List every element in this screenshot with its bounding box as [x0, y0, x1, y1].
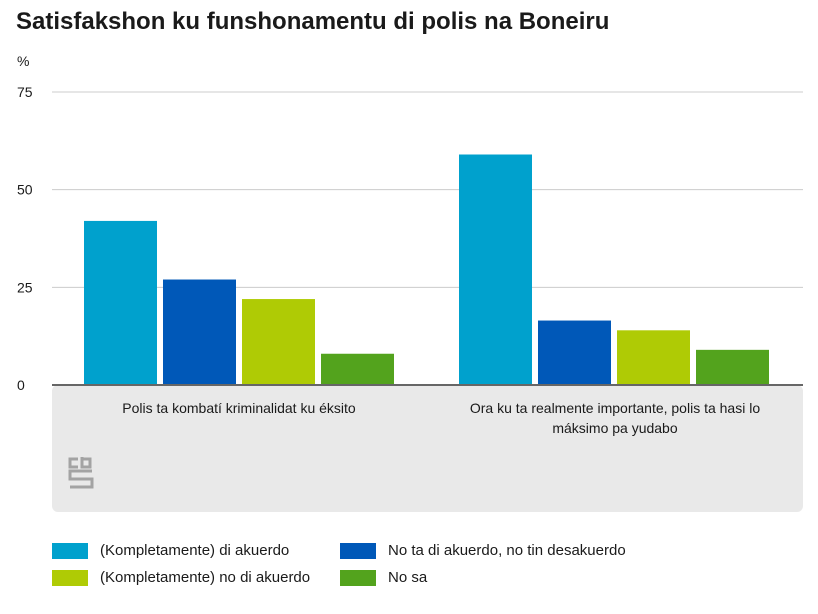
- chart-title: Satisfakshon ku funshonamentu di polis n…: [16, 8, 610, 35]
- legend-swatch: [52, 542, 88, 559]
- bar-1-3: [696, 349, 769, 385]
- legend-item-no-ta-di-akuerdo: No ta di akuerdo, no tin desakuerdo: [340, 542, 626, 559]
- bar-0-2: [242, 299, 315, 385]
- y-tick-label: 50: [17, 182, 33, 198]
- cbs-logo-icon: [68, 457, 94, 489]
- legend-item-kompletamente-di-akuerdo: (Kompletamente) di akuerdo: [52, 542, 289, 559]
- legend-label: (Kompletamente) no di akuerdo: [100, 569, 311, 586]
- x-category-label: Ora ku ta realmente importante, polis ta…: [470, 400, 760, 436]
- y-axis-unit-label: %: [17, 53, 29, 69]
- bar-0-0: [84, 220, 157, 385]
- legend-label: No sa: [388, 569, 428, 586]
- legend-item-no-sa: No sa: [340, 569, 427, 586]
- legend-swatch: [340, 569, 376, 586]
- y-tick-label: 0: [17, 377, 25, 393]
- bar-0-3: [321, 353, 394, 385]
- legend-swatch: [340, 542, 376, 559]
- legend-swatch: [52, 569, 88, 586]
- bar-1-1: [538, 320, 611, 385]
- legend-label: No ta di akuerdo, no tin desakuerdo: [388, 542, 626, 559]
- bar-chart: 0 25 50 75 % Polis ta kombatí kriminalidat …: [17, 53, 803, 512]
- bar-0-1: [163, 279, 236, 385]
- bar-1-2: [617, 330, 690, 385]
- category-band: [52, 385, 803, 512]
- legend: (Kompletamente) di akuerdo No ta di akue…: [52, 538, 792, 598]
- bar-1-0: [459, 154, 532, 385]
- y-tick-label: 25: [17, 279, 33, 295]
- legend-label: (Kompletamente) di akuerdo: [100, 542, 290, 559]
- y-tick-label: 75: [17, 84, 33, 100]
- x-category-label: Polis ta kombatí kriminalidat ku éksito: [122, 400, 356, 416]
- legend-item-kompletamente-no-di-akuerdo: (Kompletamente) no di akuerdo: [52, 569, 310, 586]
